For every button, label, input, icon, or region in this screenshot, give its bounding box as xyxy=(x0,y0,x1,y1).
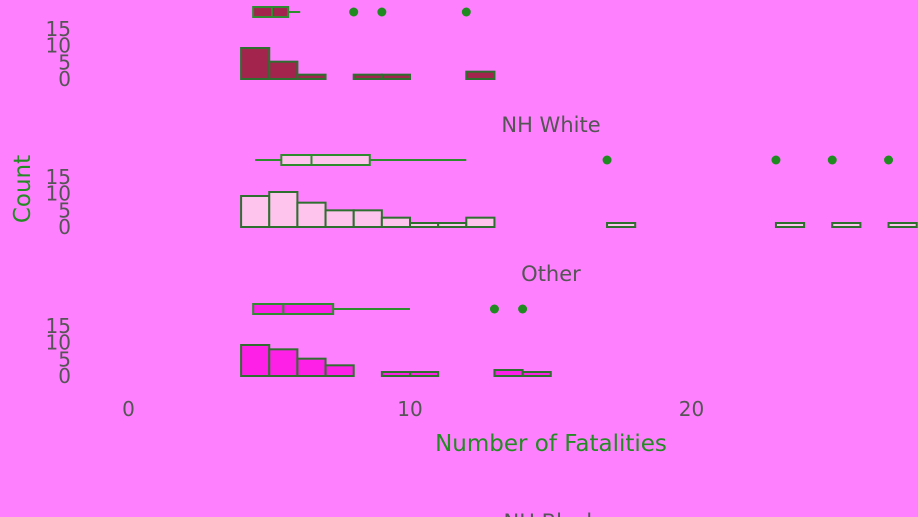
histogram-bar xyxy=(380,216,412,229)
y-tick-label: 10 xyxy=(46,34,71,58)
histogram-bar xyxy=(240,195,271,228)
histogram-bar xyxy=(352,73,383,80)
x-tick-label: 10 xyxy=(397,397,422,421)
histogram-bar xyxy=(240,47,271,80)
boxplot-outlier-point xyxy=(489,304,499,314)
y-tick-label: 0 xyxy=(58,215,71,239)
y-tick-label: 15 xyxy=(46,17,71,41)
boxplot-outlier-point xyxy=(602,155,612,165)
facet-panel-4: NH Black xyxy=(504,510,600,517)
boxplot-outlier-point xyxy=(377,7,387,17)
x-axis-title: Number of Fatalities xyxy=(435,431,667,457)
boxplot-outlier-point xyxy=(827,155,837,165)
y-tick-label: 0 xyxy=(58,364,71,388)
histogram-bar xyxy=(268,348,299,378)
boxplot-box xyxy=(252,6,290,18)
histogram-bar xyxy=(606,222,637,228)
x-tick-label: 20 xyxy=(679,397,704,421)
histogram-bar xyxy=(324,209,355,228)
histogram-bar xyxy=(296,73,327,80)
histogram-bar xyxy=(493,369,524,377)
histogram-bar xyxy=(887,222,918,228)
histogram-bar xyxy=(240,344,271,377)
facet-label: NH Black xyxy=(504,510,600,517)
y-tick-label: 15 xyxy=(46,165,71,189)
y-tick-label: 10 xyxy=(46,331,71,355)
histogram-bar xyxy=(437,222,468,228)
histogram-bar xyxy=(296,201,327,229)
histogram-bar xyxy=(268,60,299,81)
y-axis-title: Count xyxy=(10,155,36,223)
boxplot-outlier-point xyxy=(884,155,894,165)
histogram-bar xyxy=(324,364,355,378)
y-tick-label: 5 xyxy=(58,198,71,222)
boxplot-outlier-point xyxy=(518,304,528,314)
y-tick-label: 0 xyxy=(58,67,71,91)
boxplot-outlier-point xyxy=(461,7,471,17)
histogram-bar xyxy=(831,222,862,228)
histogram-bar xyxy=(774,222,806,228)
histogram-bar xyxy=(352,209,383,228)
histogram-bar xyxy=(409,371,440,377)
y-tick-label: 10 xyxy=(46,182,71,206)
facet-label: Other xyxy=(521,262,581,286)
y-tick-label: 5 xyxy=(58,50,71,74)
facet-label: NH White xyxy=(501,113,600,137)
boxplot-outlier-point xyxy=(349,7,359,17)
histogram-bar xyxy=(521,371,552,377)
histogram-bar xyxy=(296,357,327,377)
boxplot-outlier-point xyxy=(771,155,781,165)
histogram-bar xyxy=(409,222,440,228)
boxplot-box xyxy=(252,303,335,315)
y-tick-label: 15 xyxy=(46,314,71,338)
y-tick-label: 5 xyxy=(58,347,71,371)
histogram-bar xyxy=(380,73,412,80)
histogram-bar xyxy=(465,216,496,229)
x-tick-label: 0 xyxy=(122,397,135,421)
histogram-bar xyxy=(465,70,496,80)
histogram-bar xyxy=(268,191,299,228)
boxplot-box xyxy=(280,154,371,166)
histogram-bar xyxy=(380,371,412,377)
